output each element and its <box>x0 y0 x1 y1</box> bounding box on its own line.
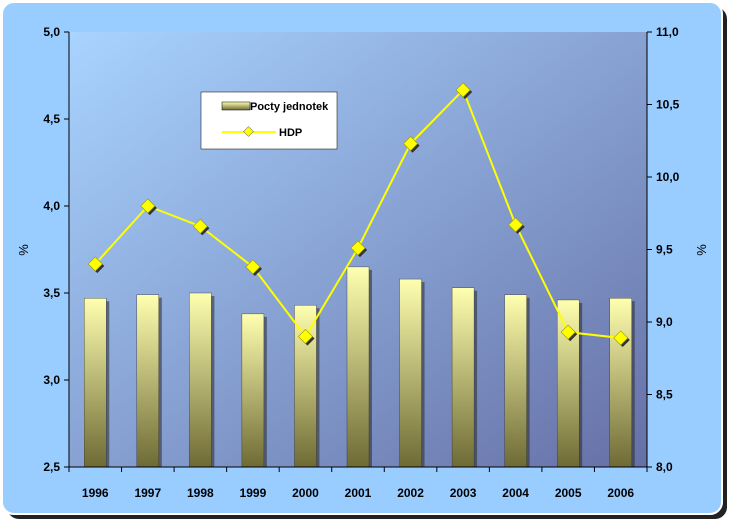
hdp-marker <box>245 259 261 275</box>
legend-box <box>200 91 338 150</box>
x-tick-label: 2004 <box>502 486 529 500</box>
bar <box>346 266 370 468</box>
bar <box>189 292 212 468</box>
legend-line-marker <box>243 126 254 137</box>
y-right-tick-label: 9,5 <box>656 243 673 257</box>
bar <box>504 294 527 468</box>
y-left-tick-label: 4,0 <box>43 199 60 213</box>
hdp-marker <box>455 82 471 98</box>
x-tick-label: 1996 <box>82 486 109 500</box>
x-tick-label: 2003 <box>450 486 477 500</box>
line-group <box>87 82 630 348</box>
x-tick-label: 2006 <box>607 486 634 500</box>
y-right-tick-label: 8,5 <box>656 388 673 402</box>
bar <box>399 278 422 468</box>
x-tick-label: 2002 <box>397 486 424 500</box>
y-left-tick-label: 3,0 <box>43 373 60 387</box>
bar <box>451 287 475 468</box>
ticks-group: 2,5 3,0 3,5 4,0 4,5 5,0 8,0 8,5 9,0 9,5 10,0 10,5 11… <box>43 25 679 500</box>
legend-bar-label: Pocty jednotek <box>250 101 329 113</box>
hdp-marker <box>508 217 524 233</box>
y-left-tick-label: 5,0 <box>43 25 60 39</box>
hdp-marker <box>297 329 313 344</box>
x-tick-label: 1997 <box>134 486 161 500</box>
y-left-tick-label: 2,5 <box>43 460 60 474</box>
y-right-tick-label: 8,0 <box>656 460 673 474</box>
bars-group <box>84 266 635 468</box>
y-right-tick-label: 11,0 <box>656 25 679 39</box>
x-tick-label: 2001 <box>345 486 372 500</box>
y-right-axis-label: % <box>694 244 709 256</box>
legend-bar-swatch <box>221 101 251 111</box>
bar <box>609 298 632 468</box>
hdp-marker <box>87 256 103 272</box>
legend: Pocty jednotek HDP <box>200 91 338 150</box>
bar <box>136 294 160 468</box>
hdp-marker <box>192 218 208 234</box>
hdp-marker <box>613 330 629 346</box>
y-left-tick-label: 3,5 <box>43 286 60 300</box>
hdp-marker <box>560 324 576 340</box>
y-right-tick-label: 9,0 <box>656 315 673 329</box>
x-tick-label: 2000 <box>292 486 319 500</box>
legend-line-label: HDP <box>279 127 302 139</box>
bar <box>241 313 265 468</box>
x-tick-label: 1998 <box>187 486 214 500</box>
hdp-marker <box>403 136 419 152</box>
y-right-tick-label: 10,0 <box>656 170 680 184</box>
y-left-tick-label: 4,5 <box>43 112 60 126</box>
hdp-marker <box>350 240 366 256</box>
y-left-axis-label: % <box>16 244 31 256</box>
hdp-marker <box>140 198 156 214</box>
bar <box>84 298 107 468</box>
x-tick-label: 2005 <box>555 486 582 500</box>
y-right-tick-label: 10,5 <box>656 98 680 112</box>
x-tick-label: 1999 <box>240 486 267 500</box>
axes-group <box>64 31 652 472</box>
